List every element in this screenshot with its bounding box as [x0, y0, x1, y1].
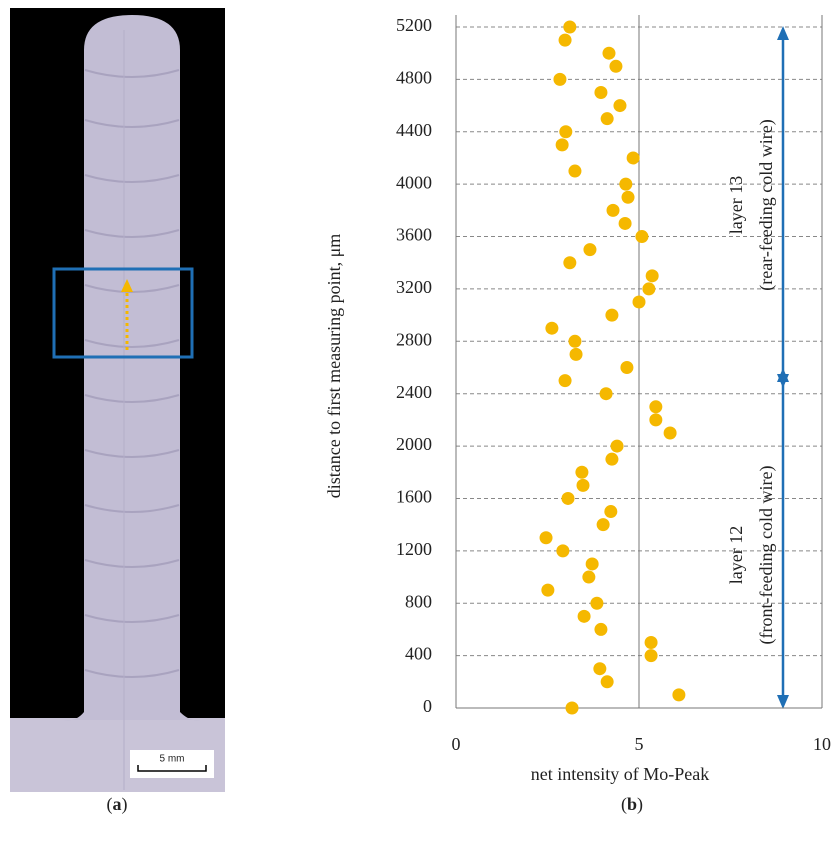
- point: [621, 190, 635, 204]
- point: [558, 374, 572, 388]
- point: [613, 99, 627, 113]
- point: [626, 151, 640, 165]
- point: [577, 609, 591, 623]
- scale-label: 5 mm: [160, 754, 185, 765]
- point: [635, 230, 649, 244]
- point: [568, 334, 582, 348]
- point: [600, 112, 614, 126]
- point: [620, 361, 634, 374]
- chart: (b) net intensity of Mo-Peak distance to…: [324, 15, 831, 815]
- x-tick-label: 5: [635, 734, 644, 754]
- scan-arrowhead: [121, 279, 133, 292]
- point: [561, 491, 575, 505]
- point: [555, 138, 569, 152]
- point: [594, 622, 608, 636]
- wall: [64, 15, 200, 721]
- point: [545, 321, 559, 335]
- point: [583, 243, 597, 257]
- annotation: layer 13: [726, 176, 746, 234]
- point: [594, 85, 608, 99]
- y-tick-label: 800: [405, 591, 432, 611]
- point: [569, 347, 583, 361]
- point: [606, 203, 620, 217]
- y-tick-label: 4400: [396, 120, 432, 140]
- y-tick-label: 3600: [396, 225, 432, 245]
- annotation: (front-feeding cold wire): [756, 466, 777, 645]
- point: [649, 413, 663, 427]
- point: [632, 295, 646, 309]
- point: [642, 282, 656, 296]
- point: [593, 662, 607, 676]
- point: [576, 478, 590, 492]
- point: [553, 72, 567, 86]
- annotation: (rear-feeding cold wire): [756, 119, 777, 291]
- point: [559, 125, 573, 139]
- range-arrows: [777, 26, 789, 709]
- x-tick-label: 0: [452, 734, 461, 754]
- y-tick-label: 1200: [396, 539, 432, 559]
- point: [539, 531, 553, 545]
- y-tick-label: 1600: [396, 487, 432, 507]
- region-box: [52, 267, 194, 359]
- point: [556, 544, 570, 558]
- caption-part: (: [621, 794, 627, 815]
- point: [563, 256, 577, 270]
- y-tick-label: 3200: [396, 277, 432, 297]
- caption-part: ): [637, 794, 643, 815]
- photo: 5 mm (a): [10, 8, 225, 815]
- point: [645, 269, 659, 283]
- point: [619, 177, 633, 191]
- point: [563, 20, 577, 34]
- point: [600, 675, 614, 689]
- x-tick-label: 10: [813, 734, 831, 754]
- bead-lines: [84, 69, 180, 678]
- y-tick-label: 400: [405, 644, 432, 664]
- caption-part: a: [113, 794, 122, 814]
- y-tick-label: 2400: [396, 382, 432, 402]
- caption-part: ): [122, 794, 128, 815]
- scale-bar: [137, 765, 207, 772]
- point: [672, 688, 686, 702]
- point: [596, 518, 610, 532]
- x-axis-label: net intensity of Mo-Peak: [531, 764, 709, 784]
- point: [644, 649, 658, 663]
- point: [582, 570, 596, 584]
- y-axis-label: distance to first measuring point, μm: [324, 234, 344, 499]
- y-tick-label: 4800: [396, 68, 432, 88]
- point: [565, 701, 579, 715]
- point: [609, 59, 623, 73]
- y-tick-label: 2000: [396, 434, 432, 454]
- point: [663, 426, 677, 440]
- point: [604, 505, 618, 519]
- scale-box: [130, 750, 214, 778]
- point: [602, 46, 616, 60]
- caption-b: (b): [621, 794, 643, 815]
- y-tick-label: 0: [423, 696, 432, 716]
- point: [644, 636, 658, 650]
- point: [568, 164, 582, 178]
- point: [610, 439, 624, 453]
- caption-part: (: [107, 794, 113, 815]
- point: [649, 400, 663, 414]
- point: [605, 308, 619, 322]
- point: [585, 557, 599, 571]
- point: [541, 583, 555, 597]
- point: [575, 465, 589, 479]
- point: [618, 216, 632, 230]
- point: [605, 452, 619, 466]
- y-tick-label: 5200: [396, 15, 432, 35]
- y-tick-label: 2800: [396, 329, 432, 349]
- point: [599, 387, 613, 401]
- annotation: layer 12: [726, 526, 746, 584]
- point: [558, 33, 572, 47]
- caption-a: (a): [107, 794, 128, 815]
- point: [590, 596, 604, 610]
- caption-part: b: [627, 794, 637, 814]
- y-tick-label: 4000: [396, 172, 432, 192]
